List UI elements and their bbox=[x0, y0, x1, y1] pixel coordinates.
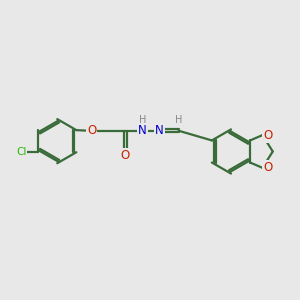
Text: O: O bbox=[87, 124, 96, 137]
Text: H: H bbox=[175, 115, 182, 124]
Text: O: O bbox=[263, 129, 272, 142]
Text: H: H bbox=[139, 115, 146, 124]
Text: Cl: Cl bbox=[16, 147, 26, 157]
Text: O: O bbox=[263, 161, 272, 174]
Text: O: O bbox=[121, 149, 130, 162]
Text: N: N bbox=[155, 124, 164, 137]
Text: N: N bbox=[138, 124, 147, 137]
